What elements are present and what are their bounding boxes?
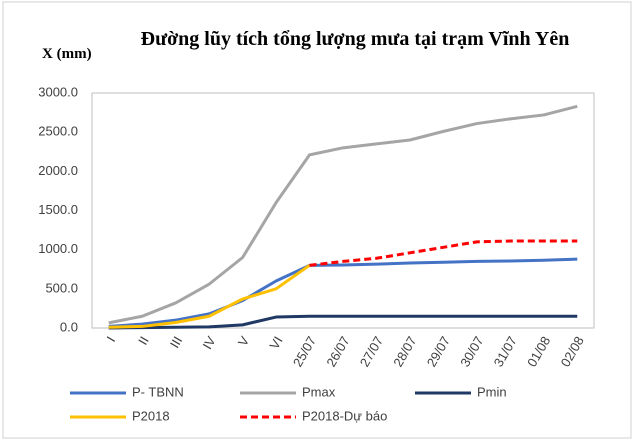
x-tick-label: 29/07 (424, 334, 453, 370)
x-tick-label: IV (200, 333, 219, 351)
x-tick-label: 26/07 (323, 334, 352, 370)
y-tick-label: 3000.0 (38, 84, 78, 99)
x-tick-label: II (135, 334, 152, 348)
y-tick-label: 500.0 (45, 280, 78, 295)
x-tick-label: 01/08 (524, 334, 553, 370)
x-tick-label: I (104, 334, 119, 345)
x-tick-label: 27/07 (357, 334, 386, 370)
y-tick-label: 1500.0 (38, 202, 78, 217)
series-line (108, 104, 578, 325)
y-tick-label: 0.0 (60, 319, 78, 334)
legend-label: P- TBNN (132, 384, 184, 399)
y-tick-label: 2500.0 (38, 124, 78, 139)
series-line (108, 257, 578, 328)
legend-label: Pmin (477, 384, 507, 399)
x-tick-label: V (235, 333, 252, 348)
x-tick-label: VI (267, 334, 286, 352)
x-tick-label: 25/07 (290, 334, 319, 370)
x-tick-label: III (167, 334, 185, 351)
plot-frame (91, 92, 595, 329)
y-tick-label: 1000.0 (38, 241, 78, 256)
x-tick-label: 02/08 (558, 334, 587, 370)
legend-label: P2018 (132, 408, 170, 423)
y-tick-label: 2000.0 (38, 163, 78, 178)
legend-label: Pmax (302, 384, 336, 399)
chart-title: Đường lũy tích tổng lượng mưa tại trạm V… (140, 28, 570, 50)
series-line (309, 239, 578, 267)
x-tick-label: 31/07 (491, 334, 520, 370)
series-line (108, 314, 578, 330)
y-axis-label: X (mm) (42, 46, 92, 62)
legend-label: P2018-Dự báo (302, 408, 387, 423)
x-tick-label: 30/07 (457, 334, 486, 370)
x-tick-label: 28/07 (390, 334, 419, 370)
series-line (108, 264, 311, 329)
